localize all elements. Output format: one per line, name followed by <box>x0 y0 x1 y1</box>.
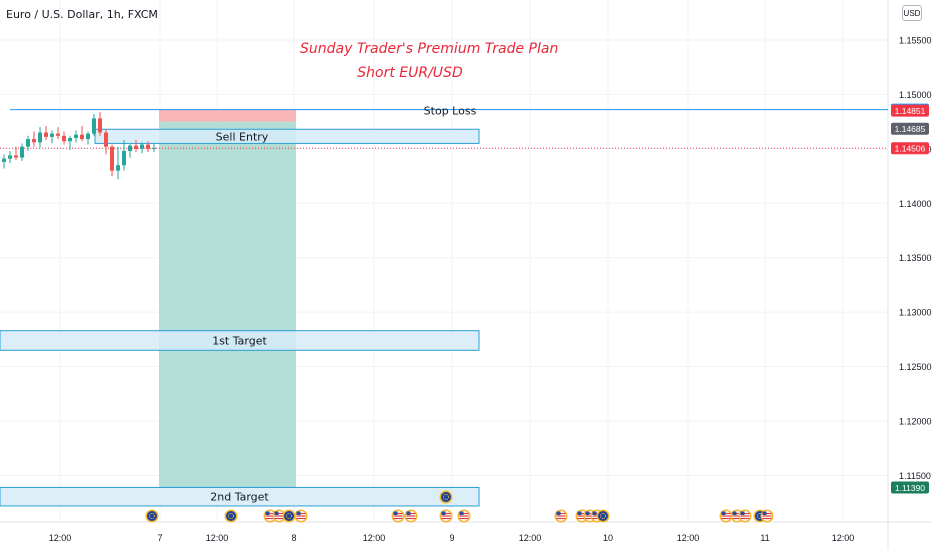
candle-body <box>146 144 150 149</box>
plan-subtitle: Short EUR/USD <box>357 65 463 81</box>
eu-event-icon[interactable] <box>224 509 238 523</box>
plan-title: Sunday Trader's Premium Trade Plan <box>300 41 559 57</box>
price-tag <box>891 122 929 135</box>
candle-body <box>8 155 12 159</box>
x-tick-label: 7 <box>157 533 162 543</box>
us-event-icon[interactable] <box>272 509 286 523</box>
candle-body <box>56 133 60 136</box>
x-tick-label: 12:00 <box>49 533 72 543</box>
candle-body <box>152 147 156 149</box>
x-tick-label: 12:00 <box>832 533 855 543</box>
candle-body <box>20 146 24 158</box>
price-tag-label: 1.14506 <box>895 144 926 154</box>
candle-body <box>86 133 90 140</box>
x-tick-label: 12:00 <box>206 533 229 543</box>
y-tick-label: 1.14000 <box>899 199 932 209</box>
candle-body <box>122 151 126 166</box>
x-tick-label: 8 <box>291 533 296 543</box>
candle-body <box>50 133 54 137</box>
x-tick-label: 11 <box>760 533 769 543</box>
candle-body <box>74 134 78 138</box>
price-tag <box>891 142 929 155</box>
x-tick-label: 9 <box>449 533 454 543</box>
first-target-zone[interactable] <box>0 330 480 351</box>
candle-body <box>38 132 42 143</box>
price-tag <box>891 481 929 494</box>
us-event-icon[interactable] <box>554 509 568 523</box>
candle-body <box>44 132 48 137</box>
currency-button[interactable]: USD <box>902 5 922 21</box>
candle-body <box>104 132 108 147</box>
candle-body <box>140 144 144 149</box>
y-tick-label: 1.13500 <box>899 253 932 263</box>
y-tick-label: 1.15500 <box>899 36 932 46</box>
eu-event-icon[interactable] <box>439 490 453 504</box>
candle-body <box>80 134 84 140</box>
price-tag-label: 1.14685 <box>895 124 926 134</box>
candle-body <box>98 118 102 133</box>
candle-body <box>14 155 18 158</box>
us-event-icon[interactable] <box>719 509 733 523</box>
us-event-icon[interactable] <box>738 509 752 523</box>
x-tick-label: 12:00 <box>677 533 700 543</box>
profit-zone <box>159 121 296 488</box>
eu-event-icon[interactable] <box>596 509 610 523</box>
candle-body <box>2 158 6 162</box>
candle-body <box>116 165 120 171</box>
candle-body <box>134 145 138 149</box>
price-tag <box>891 104 929 117</box>
second-target-zone-label: 2nd Target <box>210 491 269 504</box>
us-event-icon[interactable] <box>439 509 453 523</box>
x-tick-label: 10 <box>603 533 613 543</box>
symbol-title: Euro / U.S. Dollar, 1h, FXCM <box>6 8 158 21</box>
y-tick-label: 1.12000 <box>899 417 932 427</box>
y-tick-label: 1.13000 <box>899 308 932 318</box>
candle-body <box>26 139 30 147</box>
y-tick-label: 1.15000 <box>899 90 932 100</box>
stop-loss-label: Stop Loss <box>424 105 477 118</box>
sell-entry-zone[interactable] <box>94 128 480 144</box>
candle-body <box>128 145 132 152</box>
price-tag-label: 1.11390 <box>895 483 925 493</box>
first-target-zone-label: 1st Target <box>212 334 267 347</box>
candle-body <box>110 146 114 171</box>
second-target-zone[interactable] <box>0 486 480 507</box>
us-event-icon[interactable] <box>457 509 471 523</box>
eu-event-icon[interactable] <box>145 509 159 523</box>
us-event-icon[interactable] <box>760 509 774 523</box>
us-event-icon[interactable] <box>294 509 308 523</box>
candle-body <box>62 135 66 142</box>
us-event-icon[interactable] <box>391 509 405 523</box>
us-event-icon[interactable] <box>404 509 418 523</box>
x-tick-label: 12:00 <box>363 533 386 543</box>
eu-event-icon[interactable] <box>282 509 296 523</box>
x-tick-label: 12:00 <box>519 533 542 543</box>
y-tick-label: 1.12500 <box>899 362 932 372</box>
price-tag-label: 1.14851 <box>895 106 926 116</box>
sell-entry-zone-label: Sell Entry <box>216 130 269 143</box>
y-tick-label: 1.11500 <box>899 471 931 481</box>
us-event-icon[interactable] <box>263 509 277 523</box>
candle-body <box>32 139 36 143</box>
candle-body <box>92 118 96 134</box>
stop-loss-zone <box>159 109 296 122</box>
candle-body <box>68 137 72 142</box>
